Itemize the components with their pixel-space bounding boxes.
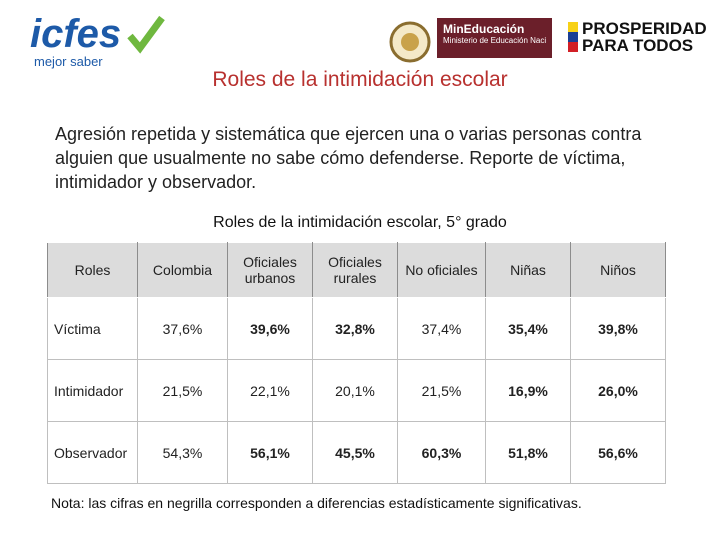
column-header: Oficiales rurales bbox=[312, 242, 398, 298]
ministry-logo: MinEducación Ministerio de Educación Nac… bbox=[437, 18, 552, 58]
cell: 35,4% bbox=[485, 297, 571, 360]
flag-bar bbox=[568, 22, 578, 52]
cell: 32,8% bbox=[312, 297, 398, 360]
prosperity-logo: PROSPERIDAD PARA TODOS bbox=[582, 20, 707, 54]
column-header: Niños bbox=[570, 242, 666, 298]
icfes-logo: icfes mejor saber bbox=[30, 14, 166, 69]
cell: 16,9% bbox=[485, 359, 571, 422]
table-row: Intimidador 21,5% 22,1% 20,1% 21,5% 16,9% 26,0… bbox=[47, 359, 666, 422]
coat-of-arms bbox=[389, 21, 431, 63]
cell: 37,4% bbox=[397, 297, 486, 360]
cell: 26,0% bbox=[570, 359, 666, 422]
slide-title: Roles de la intimidación escolar bbox=[212, 68, 508, 91]
cell: 51,8% bbox=[485, 421, 571, 484]
cell: 56,1% bbox=[227, 421, 313, 484]
note: Nota: las cifras en negrilla corresponde… bbox=[51, 495, 582, 511]
cell: 54,3% bbox=[137, 421, 228, 484]
table: Roles Colombia Oficiales urbanos Oficiales … bbox=[47, 242, 666, 484]
ministry-sub: Ministerio de Educación Nacional bbox=[443, 36, 546, 45]
cell: 39,8% bbox=[570, 297, 666, 360]
prosperity-line: PROSPERIDAD bbox=[582, 19, 707, 38]
prosperity-line: PARA TODOS bbox=[582, 36, 694, 55]
icfes-tagline: mejor saber bbox=[34, 54, 103, 69]
cell: 22,1% bbox=[227, 359, 313, 422]
table-row: Víctima 37,6% 39,6% 32,8% 37,4% 35,4% 39,8% bbox=[47, 297, 666, 360]
header-row: Roles Colombia Oficiales urbanos Oficiales … bbox=[47, 242, 666, 298]
row-label: Intimidador bbox=[47, 359, 138, 422]
cell: 60,3% bbox=[397, 421, 486, 484]
table-title: Roles de la intimidación escolar, 5° gra… bbox=[213, 214, 507, 231]
row-label: Observador bbox=[47, 421, 138, 484]
column-header: Colombia bbox=[137, 242, 228, 298]
paragraph: Agresión repetida y sistemática que ejer… bbox=[55, 124, 642, 192]
column-header: Roles bbox=[47, 242, 138, 298]
ministry-name: MinEducación bbox=[443, 22, 525, 36]
icfes-text: icfes bbox=[30, 12, 122, 56]
row-label: Víctima bbox=[47, 297, 138, 360]
cell: 20,1% bbox=[312, 359, 398, 422]
column-header: No oficiales bbox=[397, 242, 486, 298]
column-header: Oficiales urbanos bbox=[227, 242, 313, 298]
check-icon bbox=[126, 15, 165, 54]
cell: 21,5% bbox=[137, 359, 228, 422]
column-header: Niñas bbox=[485, 242, 571, 298]
cell: 56,6% bbox=[570, 421, 666, 484]
cell: 39,6% bbox=[227, 297, 313, 360]
cell: 37,6% bbox=[137, 297, 228, 360]
table-row: Observador 54,3% 56,1% 45,5% 60,3% 51,8% 56,6% bbox=[47, 421, 666, 484]
cell: 21,5% bbox=[397, 359, 486, 422]
cell: 45,5% bbox=[312, 421, 398, 484]
